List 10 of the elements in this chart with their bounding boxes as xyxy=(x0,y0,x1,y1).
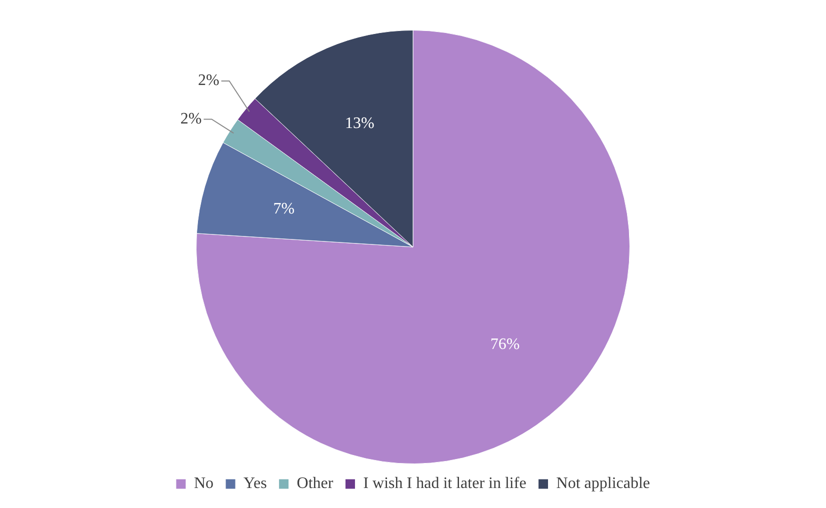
legend-label: Yes xyxy=(244,475,267,492)
legend-label: Other xyxy=(296,475,334,492)
legend-label: No xyxy=(194,475,214,492)
data-label: 76% xyxy=(490,336,520,354)
data-label: 2% xyxy=(198,72,220,90)
data-label: 13% xyxy=(344,114,374,132)
legend-label: I wish I had it later in life xyxy=(363,475,526,492)
legend-label: Not applicable xyxy=(556,475,650,492)
data-label: 7% xyxy=(273,200,295,218)
data-label: 2% xyxy=(180,110,202,128)
